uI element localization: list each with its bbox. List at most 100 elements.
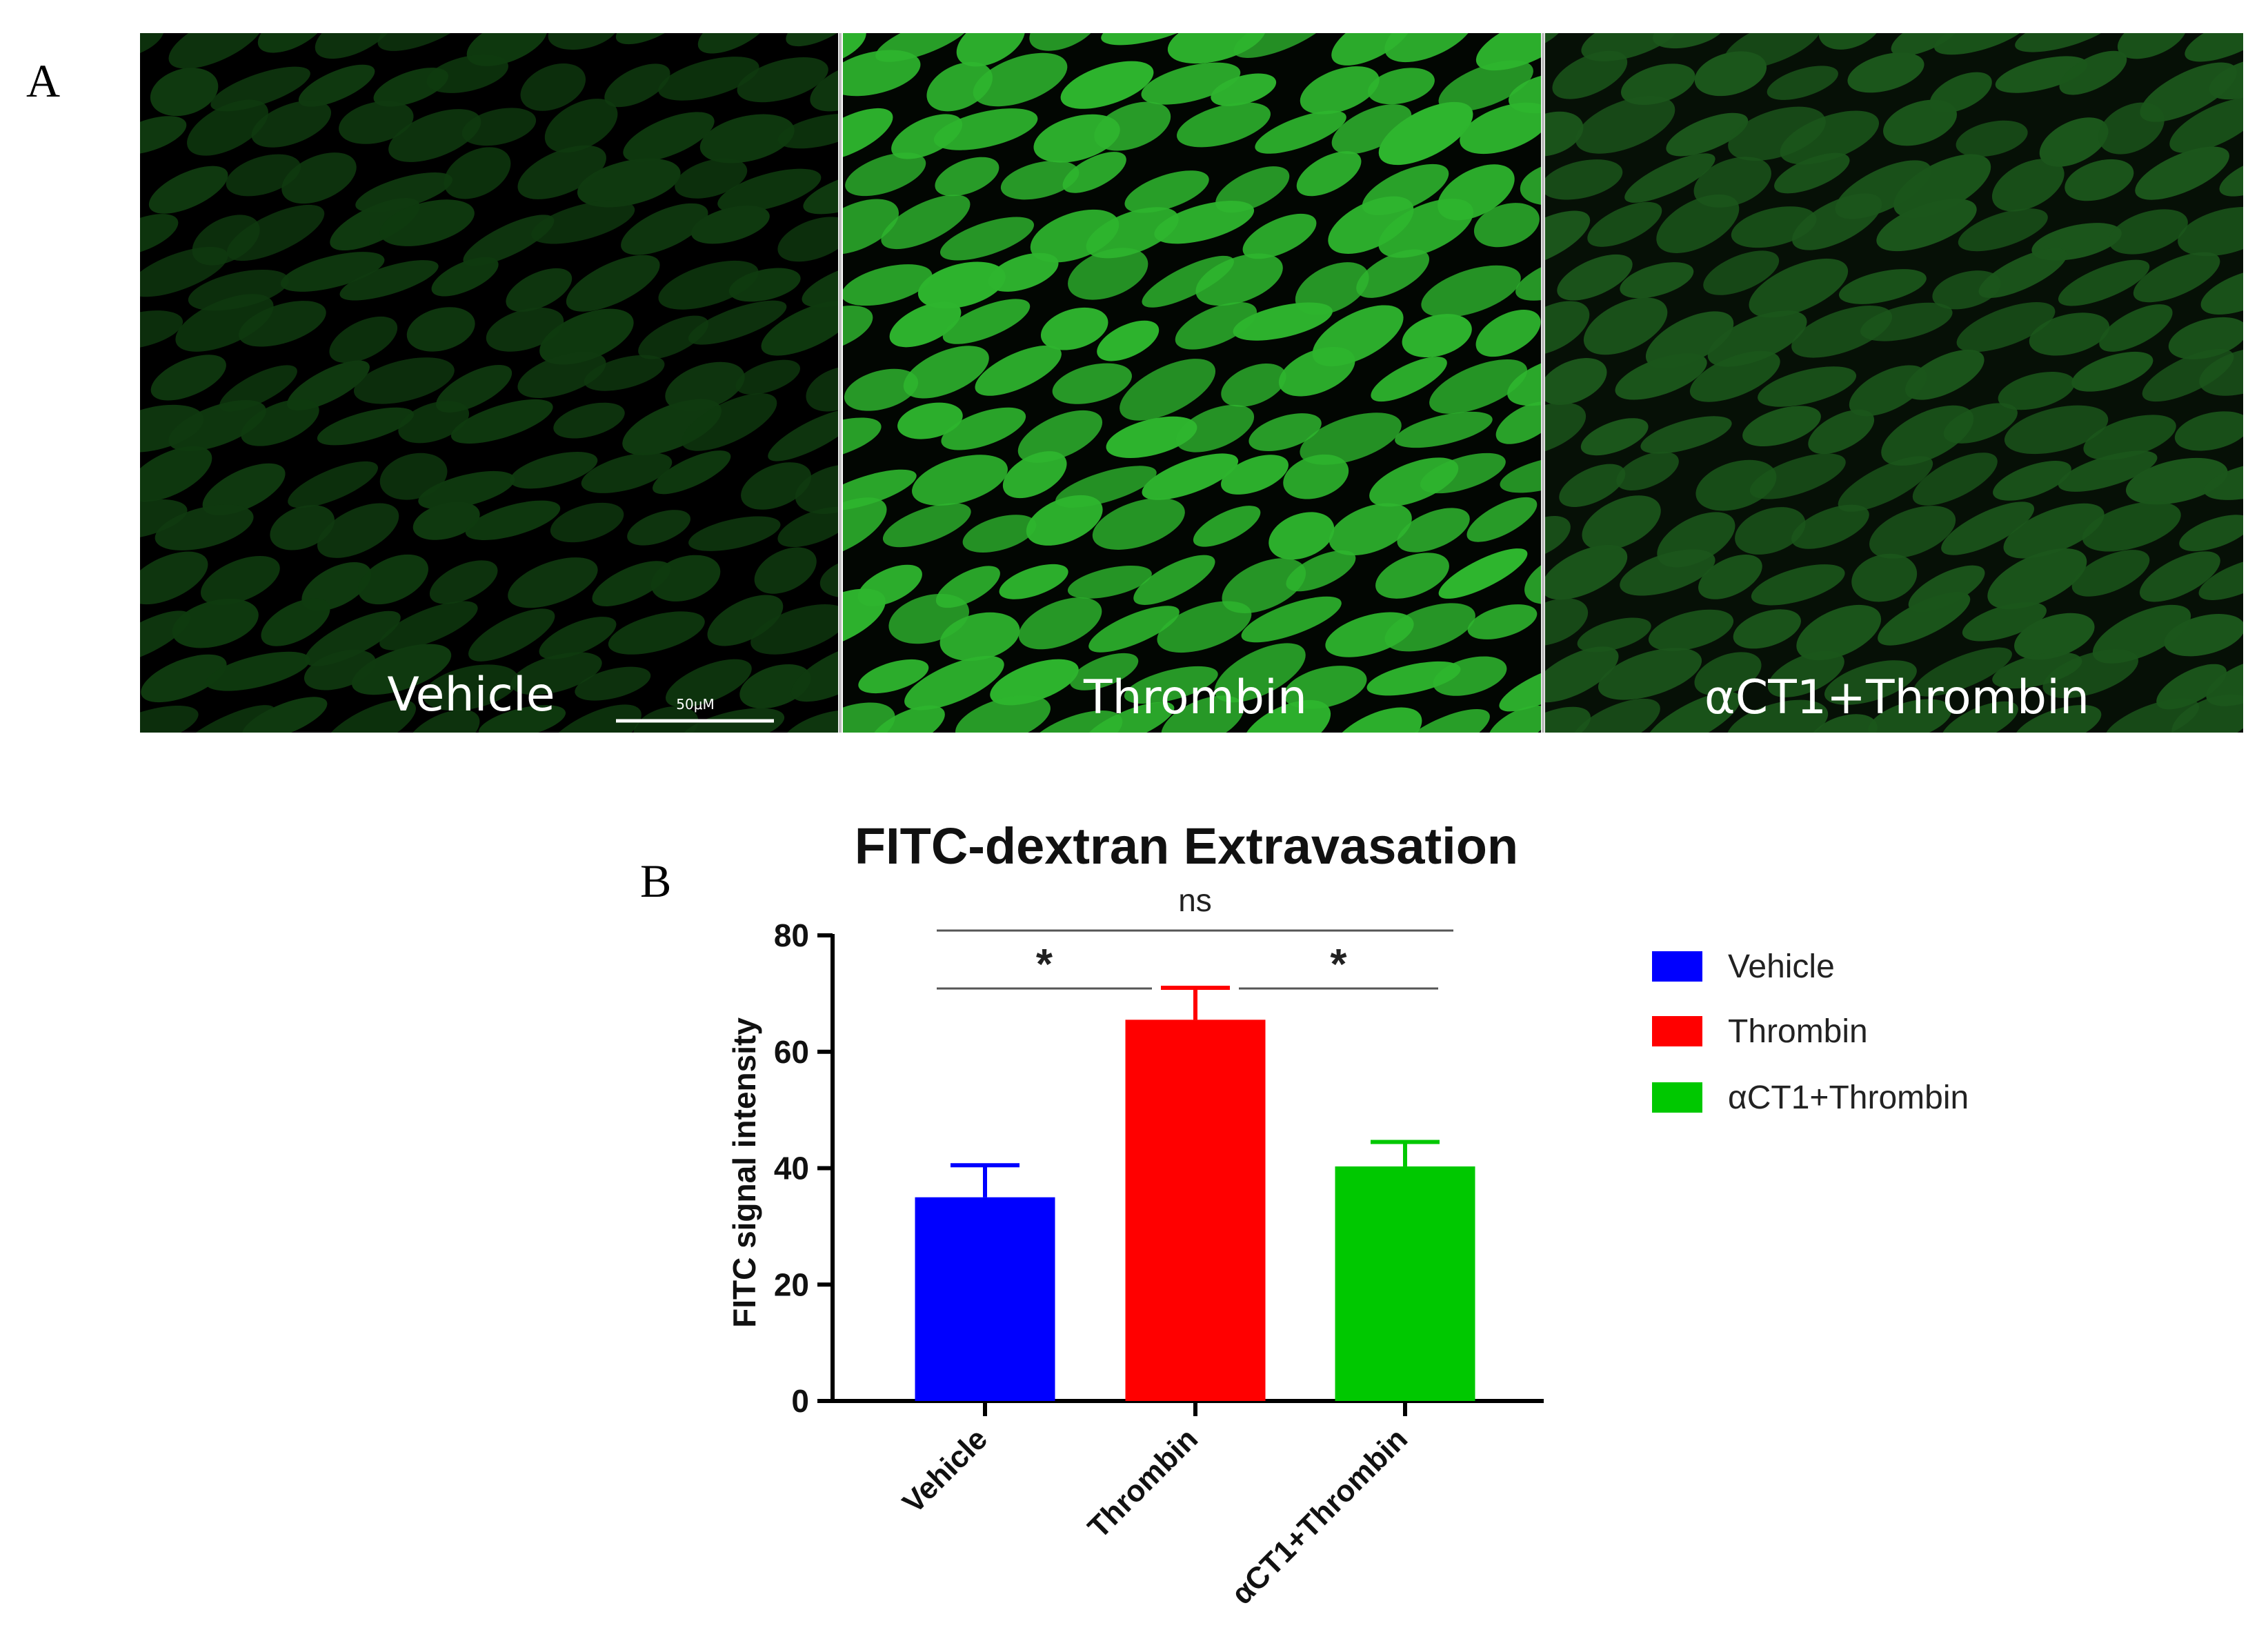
tissue-cell (1545, 402, 1586, 456)
tissue-cell (2014, 613, 2095, 660)
tissue-cell (941, 407, 1026, 450)
tissue-cell (155, 504, 254, 550)
tissue-cell (1438, 60, 1533, 112)
tissue-cell (942, 299, 1031, 344)
tissue-cell (1774, 152, 1850, 194)
tissue-cell (1707, 310, 1807, 367)
legend-label: Vehicle (1728, 948, 1835, 985)
tissue-cell (845, 152, 926, 197)
tissue-cell (1791, 504, 1869, 549)
tissue-cell (2099, 304, 2173, 352)
tissue-cell (897, 402, 963, 439)
tissue-cell (1214, 643, 1306, 703)
tissue-cell (510, 452, 598, 489)
tissue-cell (1818, 33, 1883, 50)
tissue-cell (172, 598, 259, 648)
tissue-cell (1943, 403, 2018, 444)
tissue-cell (150, 68, 219, 117)
tissue-cell (1653, 33, 1726, 49)
tissue-cell (270, 505, 335, 550)
tissue-cell (665, 361, 745, 412)
tissue-cell (1002, 451, 1067, 499)
tissue-cell (858, 659, 929, 694)
tissue-cell (761, 301, 838, 356)
tissue-cell (2135, 146, 2229, 200)
tissue-cell (406, 307, 475, 352)
tissue-cell (339, 260, 439, 301)
tissue-cell (202, 463, 286, 516)
tissue-cell (539, 617, 617, 659)
tissue-cell (465, 500, 561, 540)
tissue-cell (550, 502, 624, 543)
tissue-cell (750, 604, 838, 655)
tissue-cell (1694, 51, 1767, 97)
tissue-cell (843, 199, 899, 255)
tissue-cell (707, 595, 784, 646)
tissue-cell (1366, 661, 1461, 696)
tissue-cell (1545, 544, 1628, 600)
micrograph-act1-thrombin: αCT1+Thrombin (1545, 33, 2243, 733)
tissue-cell (737, 57, 828, 103)
tissue-cell (1520, 162, 1541, 206)
tissue-cell (280, 252, 385, 292)
tissue-cell (1941, 701, 2018, 733)
tissue-cell (1656, 194, 1740, 253)
tissue-cell (1092, 497, 1185, 550)
tissue-cell (431, 257, 499, 297)
tissue-cell (1499, 663, 1541, 712)
tissue-cell (1883, 99, 1957, 146)
tissue-cell (1300, 66, 1380, 115)
tissue-cell (388, 109, 481, 162)
tissue-cell (1475, 310, 1541, 357)
tissue-cell (539, 308, 634, 365)
tissue-cell (2117, 33, 2187, 59)
tissue-cell (1329, 503, 1412, 556)
tissue-cell (1993, 461, 2071, 501)
significance-annotations: ns * * (937, 882, 1453, 990)
tissue-cell (1101, 33, 1204, 46)
tissue-cell (658, 260, 759, 310)
tissue-cell (1851, 553, 1918, 602)
tissue-cell (2198, 557, 2243, 601)
tissue-cell (592, 561, 671, 606)
tissue-cell (1175, 404, 1255, 453)
tissue-cell (1402, 314, 1472, 358)
tissue-cell (1615, 353, 1707, 400)
tissue-cell (1421, 265, 1521, 318)
tissue-cell (653, 450, 731, 495)
tissue-cell (1094, 101, 1171, 151)
tissue-cell (819, 557, 838, 598)
legend-label: αCT1+Thrombin (1728, 1080, 1969, 1116)
tissue-cell (531, 200, 635, 244)
tissue-cell (140, 610, 191, 664)
tissue-cell (735, 359, 801, 395)
tissue-cell (1460, 102, 1541, 155)
tissue-cell (1758, 366, 1857, 407)
tissue-cell (1956, 120, 2028, 157)
tissue-cell (1869, 506, 1956, 559)
tissue-cell (1545, 358, 1607, 405)
tissue-cell (1557, 254, 1633, 301)
tissue-cell (339, 101, 414, 144)
tissue-cell (1175, 301, 1257, 350)
tissue-cell (810, 61, 838, 112)
tissue-cell (1420, 453, 1506, 494)
tissue-cell (2125, 457, 2228, 505)
tissue-cell (150, 355, 226, 401)
tissue-cell (520, 63, 586, 111)
tissue-cell (168, 399, 266, 452)
tissue-cell (1881, 405, 1974, 466)
tissue-cell (1106, 416, 1197, 459)
tissue-cell (1905, 349, 1984, 400)
tissue-cell (1582, 495, 1661, 550)
tissue-cell (517, 352, 606, 398)
tissue-cell (1068, 248, 1148, 300)
tissue-cell (1645, 311, 1734, 369)
tissue-cell (1300, 412, 1402, 465)
tissue-cell (1577, 617, 1651, 653)
tissue-cell (1598, 648, 1702, 700)
tissue-cell (1378, 101, 1473, 166)
tissue-cell (1221, 455, 1289, 495)
tissue-cell (739, 664, 811, 709)
micrograph-label-thrombin: Thrombin (1083, 670, 1307, 725)
